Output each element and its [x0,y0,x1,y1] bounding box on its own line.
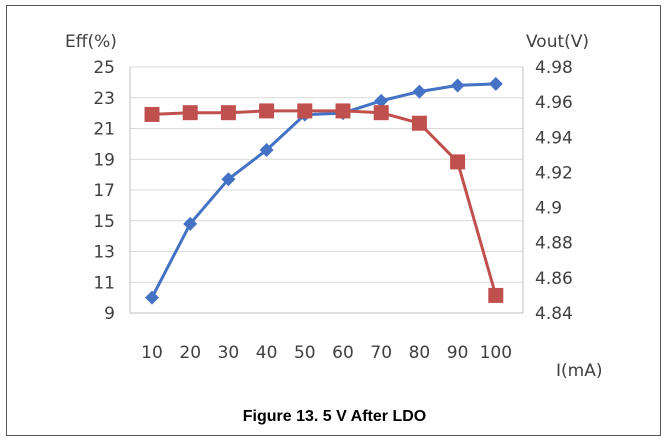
x-tick-label: 90 [447,343,469,363]
series-square [144,103,504,303]
x-tick-label: 100 [480,343,512,363]
left-tick-label: 17 [93,181,115,201]
data-point-diamond [221,172,236,187]
data-point-square [182,105,198,121]
left-tick-label: 13 [93,243,115,263]
series-line [151,109,498,296]
left-tick-label: 23 [93,89,115,109]
x-tick-label: 50 [294,343,316,363]
left-axis-title: Eff(%) [65,32,117,52]
data-point-square [220,105,236,121]
right-tick-label: 4.92 [535,163,573,183]
left-tick-label: 19 [93,150,115,170]
data-point-diamond [450,78,465,93]
right-tick-label: 4.86 [535,269,573,289]
dual-axis-line-chart: 9 11 13 15 17 19 21 23 25 4.84 4.86 4.88 4.9 4.92 4.9… [65,32,602,381]
right-axis-title: Vout(V) [526,32,589,52]
left-tick-label: 9 [104,304,115,324]
x-tick-label: 20 [179,343,201,363]
figure-caption: Figure 13. 5 V After LDO [242,408,427,425]
series-layer [144,76,504,305]
data-point-square [297,103,313,119]
left-axis-ticks: 9 11 13 15 17 19 21 23 25 [93,58,115,324]
data-point-square [411,115,427,131]
right-tick-label: 4.88 [535,234,573,254]
data-point-square [373,105,389,121]
data-point-diamond [412,84,427,99]
left-tick-label: 25 [93,58,115,78]
x-axis-ticks: 10 20 30 40 50 60 70 80 90 100 [141,343,512,363]
left-tick-label: 11 [93,273,115,293]
series-line [150,82,496,299]
x-tick-label: 80 [409,343,431,363]
right-tick-label: 4.9 [535,199,562,219]
right-tick-label: 4.98 [535,58,573,78]
data-point-square [259,103,275,119]
figure-frame: 9 11 13 15 17 19 21 23 25 4.84 4.86 4.88 4.9 4.92 4.9… [6,5,661,436]
x-tick-label: 40 [256,343,278,363]
left-tick-label: 15 [93,212,115,232]
data-point-diamond [183,216,198,231]
x-tick-label: 60 [332,343,354,363]
data-point-diamond [374,93,389,108]
right-tick-label: 4.96 [535,93,573,113]
data-point-diamond [145,290,159,305]
gridlines [130,66,523,314]
data-point-diamond [488,76,503,91]
right-tick-label: 4.84 [535,304,573,324]
data-point-square [335,103,351,119]
data-point-square [144,106,160,122]
right-tick-label: 4.94 [535,128,573,148]
x-tick-label: 70 [370,343,392,363]
x-tick-label: 10 [141,343,163,363]
x-tick-label: 30 [218,343,240,363]
data-point-square [488,287,504,303]
left-tick-label: 21 [93,120,115,140]
data-point-square [450,154,466,170]
right-axis-ticks: 4.84 4.86 4.88 4.9 4.92 4.94 4.96 4.98 [535,58,573,324]
data-point-diamond [259,143,274,158]
x-axis-title: I(mA) [556,361,602,381]
